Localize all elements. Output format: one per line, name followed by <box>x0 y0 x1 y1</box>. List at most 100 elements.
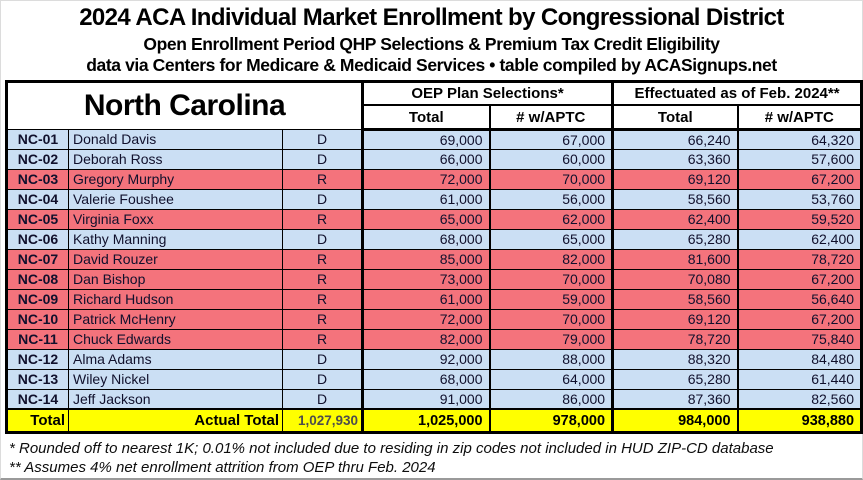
oep-total-cell: 68,000 <box>361 228 491 250</box>
table-header: North Carolina OEP Plan Selections* Effe… <box>5 80 863 131</box>
eff-aptc-cell: 53,760 <box>736 188 863 210</box>
oep-aptc-cell: 65,000 <box>488 228 614 250</box>
district-cell: NC-03 <box>6 168 69 190</box>
effectuated-group-header: Effectuated as of Feb. 2024** <box>611 80 863 107</box>
district-cell: NC-09 <box>6 288 69 310</box>
eff-total-cell: 69,120 <box>611 308 739 330</box>
eff-aptc-header: # w/APTC <box>736 104 863 131</box>
district-cell: NC-01 <box>6 128 69 150</box>
oep-aptc-cell: 62,000 <box>488 208 614 230</box>
table-row: NC-14 Jeff Jackson D 91,000 86,000 87,360 82,5… <box>6 388 863 410</box>
eff-aptc-cell: 59,520 <box>736 208 863 230</box>
oep-aptc-cell: 82,000 <box>488 248 614 270</box>
district-cell: NC-06 <box>6 228 69 250</box>
party-cell: D <box>281 148 364 170</box>
table-row: NC-08 Dan Bishop R 73,000 70,000 70,080 67,200 <box>6 268 863 290</box>
table-row: NC-01 Donald Davis D 69,000 67,000 66,240 64,3… <box>6 128 863 150</box>
oep-total-cell: 73,000 <box>361 268 491 290</box>
eff-total-header: Total <box>611 104 739 131</box>
eff-aptc-cell: 75,840 <box>736 328 863 350</box>
rep-name-cell: Patrick McHenry <box>68 308 283 330</box>
oep-aptc-cell: 86,000 <box>488 388 614 410</box>
oep-aptc-cell: 70,000 <box>488 308 614 330</box>
oep-total-cell: 61,000 <box>361 188 491 210</box>
district-cell: NC-12 <box>6 348 69 370</box>
actual-total-label: Actual Total <box>68 408 283 433</box>
oep-total-cell: 66,000 <box>361 148 491 170</box>
district-cell: NC-04 <box>6 188 69 210</box>
district-cell: NC-02 <box>6 148 69 170</box>
rep-name-cell: Dan Bishop <box>68 268 283 290</box>
eff-aptc-cell: 82,560 <box>736 388 863 410</box>
party-cell: R <box>281 288 364 310</box>
eff-aptc-cell: 62,400 <box>736 228 863 250</box>
table-row: NC-13 Wiley Nickel D 68,000 64,000 65,280 61,4… <box>6 368 863 390</box>
district-cell: NC-07 <box>6 248 69 270</box>
rep-name-cell: Chuck Edwards <box>68 328 283 350</box>
rep-name-cell: Donald Davis <box>68 128 283 150</box>
table-row: NC-09 Richard Hudson R 61,000 59,000 58,560 56… <box>6 288 863 310</box>
eff-total-cell: 65,280 <box>611 228 739 250</box>
eff-aptc-cell: 61,440 <box>736 368 863 390</box>
eff-total-cell: 66,240 <box>611 128 739 150</box>
table-row: NC-05 Virginia Foxx R 65,000 62,000 62,400 59,… <box>6 208 863 230</box>
district-cell: NC-14 <box>6 388 69 410</box>
rep-name-cell: Deborah Ross <box>68 148 283 170</box>
eff-aptc-cell: 67,200 <box>736 268 863 290</box>
rep-name-cell: Richard Hudson <box>68 288 283 310</box>
title-block: 2024 ACA Individual Market Enrollment by… <box>1 1 862 75</box>
total-eff-total: 984,000 <box>611 408 739 433</box>
eff-aptc-cell: 56,640 <box>736 288 863 310</box>
oep-total-cell: 85,000 <box>361 248 491 270</box>
oep-total-cell: 61,000 <box>361 288 491 310</box>
eff-total-cell: 69,120 <box>611 168 739 190</box>
actual-total-value: 1,027,930 <box>281 408 364 433</box>
rep-name-cell: Valerie Foushee <box>68 188 283 210</box>
rep-name-cell: Alma Adams <box>68 348 283 370</box>
party-cell: D <box>281 348 364 370</box>
oep-total-cell: 82,000 <box>361 328 491 350</box>
eff-total-cell: 87,360 <box>611 388 739 410</box>
oep-total-cell: 91,000 <box>361 388 491 410</box>
oep-total-cell: 72,000 <box>361 308 491 330</box>
table-row: NC-06 Kathy Manning D 68,000 65,000 65,280 62,… <box>6 228 863 250</box>
oep-aptc-header: # w/APTC <box>488 104 614 131</box>
table-row: NC-07 David Rouzer R 85,000 82,000 81,600 78,7… <box>6 248 863 270</box>
eff-aptc-cell: 64,320 <box>736 128 863 150</box>
party-cell: D <box>281 128 364 150</box>
eff-total-cell: 70,080 <box>611 268 739 290</box>
eff-aptc-cell: 67,200 <box>736 308 863 330</box>
oep-aptc-cell: 64,000 <box>488 368 614 390</box>
table-footer: Total Actual Total 1,027,930 1,025,000 9… <box>6 408 863 433</box>
eff-total-cell: 58,560 <box>611 188 739 210</box>
table-row: NC-12 Alma Adams D 92,000 88,000 88,320 84,480 <box>6 348 863 370</box>
total-eff-aptc: 938,880 <box>736 408 863 433</box>
table-row: NC-03 Gregory Murphy R 72,000 70,000 69,120 67… <box>6 168 863 190</box>
oep-aptc-cell: 56,000 <box>488 188 614 210</box>
party-cell: R <box>281 168 364 190</box>
table-row: NC-04 Valerie Foushee D 61,000 56,000 58,560 5… <box>6 188 863 210</box>
oep-aptc-cell: 60,000 <box>488 148 614 170</box>
party-cell: R <box>281 328 364 350</box>
eff-total-cell: 78,720 <box>611 328 739 350</box>
district-cell: NC-05 <box>6 208 69 230</box>
rep-name-cell: Jeff Jackson <box>68 388 283 410</box>
oep-total-cell: 68,000 <box>361 368 491 390</box>
eff-aptc-cell: 57,600 <box>736 148 863 170</box>
state-header: North Carolina <box>5 80 364 130</box>
district-cell: NC-10 <box>6 308 69 330</box>
footnote-2: ** Assumes 4% net enrollment attrition f… <box>9 458 436 476</box>
rep-name-cell: Virginia Foxx <box>68 208 283 230</box>
party-cell: R <box>281 268 364 290</box>
total-row: Total Actual Total 1,027,930 1,025,000 9… <box>6 408 863 433</box>
eff-total-cell: 58,560 <box>611 288 739 310</box>
eff-total-cell: 62,400 <box>611 208 739 230</box>
eff-aptc-cell: 67,200 <box>736 168 863 190</box>
party-cell: R <box>281 248 364 270</box>
oep-total-cell: 69,000 <box>361 128 491 150</box>
enrollment-table: North Carolina OEP Plan Selections* Effe… <box>5 79 863 434</box>
district-cell: NC-11 <box>6 328 69 350</box>
oep-total-cell: 92,000 <box>361 348 491 370</box>
rep-name-cell: Wiley Nickel <box>68 368 283 390</box>
